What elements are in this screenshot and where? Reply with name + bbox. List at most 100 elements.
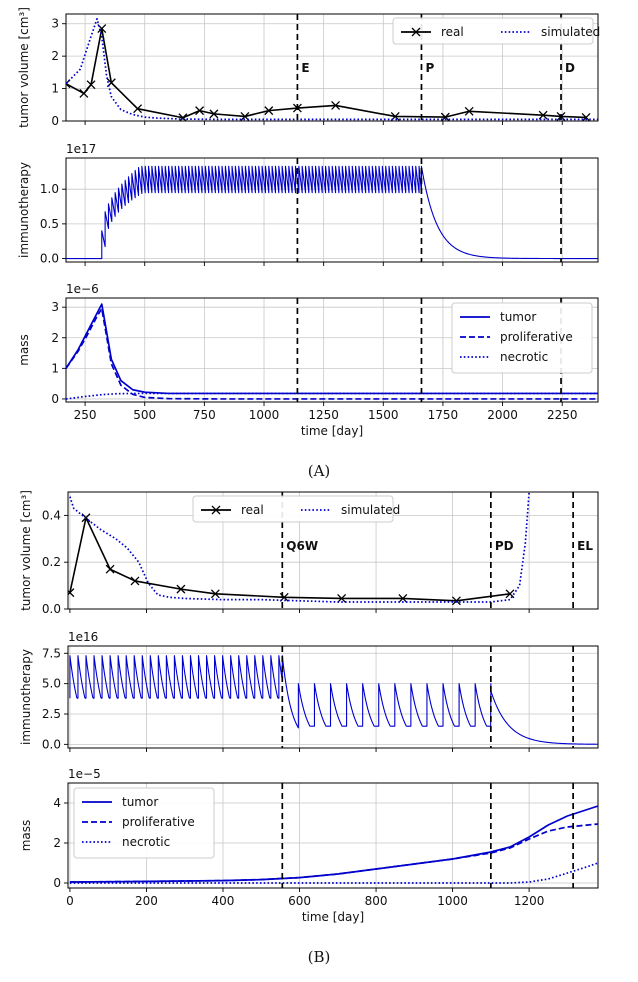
y-axis-label: tumor volume [cm³] xyxy=(17,7,31,128)
legend-marker xyxy=(411,27,421,37)
subplot-B-1: 0.0 0.2 0.4 tumor volume [cm³] Q6W PD EL real si… xyxy=(19,490,599,616)
legend: real simulated xyxy=(192,495,400,523)
legend-label: real xyxy=(441,25,464,39)
offset-text: 1e16 xyxy=(68,630,98,644)
data-point-marker xyxy=(398,594,408,603)
axes-frame xyxy=(67,782,599,889)
legend-box xyxy=(451,302,593,374)
y-axis-label: immunotherapy xyxy=(17,162,31,258)
data-point-marker xyxy=(176,584,186,594)
y-tick-label: 1 xyxy=(51,82,59,96)
x-tick-label: 250 xyxy=(74,408,97,422)
x-tick-label: 2250 xyxy=(547,408,578,422)
plot-area xyxy=(66,303,598,400)
data-point-marker xyxy=(451,596,461,606)
x-tick-label: 1000 xyxy=(437,894,468,908)
data-point-marker xyxy=(464,106,474,116)
panel-label: (B) xyxy=(308,948,331,966)
data-point-marker xyxy=(331,100,341,110)
series-line-simulated xyxy=(66,18,598,121)
legend-label: tumor xyxy=(122,795,158,809)
legend-label: proliferative xyxy=(500,330,573,344)
event-label: D xyxy=(565,61,575,75)
y-axis-label: mass xyxy=(19,820,33,852)
x-tick-label: 2000 xyxy=(487,408,518,422)
axes-frame xyxy=(65,157,599,263)
series-line-proliferative xyxy=(69,823,598,883)
data-point-marker xyxy=(581,112,591,121)
event-label: PD xyxy=(495,539,514,553)
legend-label: real xyxy=(241,503,264,517)
subplot-A-2: 0.0 0.5 1.0 immunotherapy 1e17 xyxy=(17,142,599,266)
data-point-marker xyxy=(178,113,188,121)
x-tick-label: 400 xyxy=(212,894,235,908)
y-tick-label: 2 xyxy=(53,836,61,850)
x-axis-label: time [day] xyxy=(302,910,364,924)
legend-label: necrotic xyxy=(122,835,170,849)
y-tick-label: 1 xyxy=(51,361,59,375)
event-label: P xyxy=(425,61,434,75)
series-line-immunotherapy xyxy=(66,165,598,260)
event-label: E xyxy=(301,61,309,75)
data-point-marker xyxy=(68,588,75,598)
offset-text: 1e17 xyxy=(66,142,96,156)
y-tick-label: 0.0 xyxy=(42,737,61,751)
x-tick-label: 1250 xyxy=(308,408,339,422)
x-tick-label: 750 xyxy=(193,408,216,422)
axes-frame xyxy=(65,13,599,122)
y-tick-label: 3 xyxy=(51,300,59,314)
data-point-marker xyxy=(264,106,274,116)
plot-area xyxy=(69,655,598,745)
plot-area xyxy=(66,165,598,260)
y-tick-label: 2.5 xyxy=(42,707,61,721)
y-tick-label: 2 xyxy=(51,331,59,345)
series-line-simulated xyxy=(69,492,530,603)
x-tick-label: 1750 xyxy=(428,408,459,422)
legend-label: proliferative xyxy=(122,815,195,829)
series-line-necrotic xyxy=(69,862,598,884)
offset-text: 1e−6 xyxy=(66,282,99,296)
x-tick-label: 1200 xyxy=(514,894,545,908)
series-line-real xyxy=(69,516,511,602)
x-tick-label: 600 xyxy=(288,894,311,908)
y-tick-label: 2 xyxy=(51,49,59,63)
x-tick-label: 1000 xyxy=(249,408,280,422)
x-tick-label: 1500 xyxy=(368,408,399,422)
data-point-marker xyxy=(79,88,89,98)
event-label: EL xyxy=(577,539,593,553)
data-point-marker xyxy=(505,589,515,599)
axes-frame xyxy=(65,297,599,403)
x-tick-label: 0 xyxy=(66,894,74,908)
legend-label: necrotic xyxy=(500,350,548,364)
offset-text: 1e−5 xyxy=(68,767,101,781)
y-axis-label: immunotherapy xyxy=(19,649,33,745)
y-tick-label: 3 xyxy=(51,17,59,31)
x-axis-label: time [day] xyxy=(301,424,363,438)
legend: tumor proliferative necrotic xyxy=(451,302,593,374)
x-tick-label: 200 xyxy=(135,894,158,908)
y-tick-label: 0.0 xyxy=(42,602,61,616)
subplot-A-3: 0 1 2 3 250 500 750 1000 1250 1500 1750 2000 2250 mas… xyxy=(17,282,599,438)
legend-label: simulated xyxy=(341,503,400,517)
y-tick-label: 4 xyxy=(53,796,61,810)
data-point-marker xyxy=(440,112,450,121)
y-tick-label: 0 xyxy=(51,114,59,128)
legend-box xyxy=(73,787,215,859)
y-tick-label: 0.4 xyxy=(42,508,61,522)
y-tick-label: 0 xyxy=(51,392,59,406)
data-point-marker xyxy=(210,589,220,599)
legend-box xyxy=(392,17,594,45)
data-point-marker xyxy=(130,576,140,586)
plot-area xyxy=(66,18,598,121)
data-point-marker xyxy=(538,110,548,120)
legend-label: simulated xyxy=(541,25,600,39)
legend: tumor proliferative necrotic xyxy=(73,787,215,859)
data-point-marker xyxy=(195,106,205,116)
y-tick-label: 7.5 xyxy=(42,646,61,660)
y-tick-label: 5.0 xyxy=(42,677,61,691)
plot-area xyxy=(68,492,530,606)
plot-area xyxy=(69,805,598,884)
axes-frame xyxy=(67,491,599,610)
